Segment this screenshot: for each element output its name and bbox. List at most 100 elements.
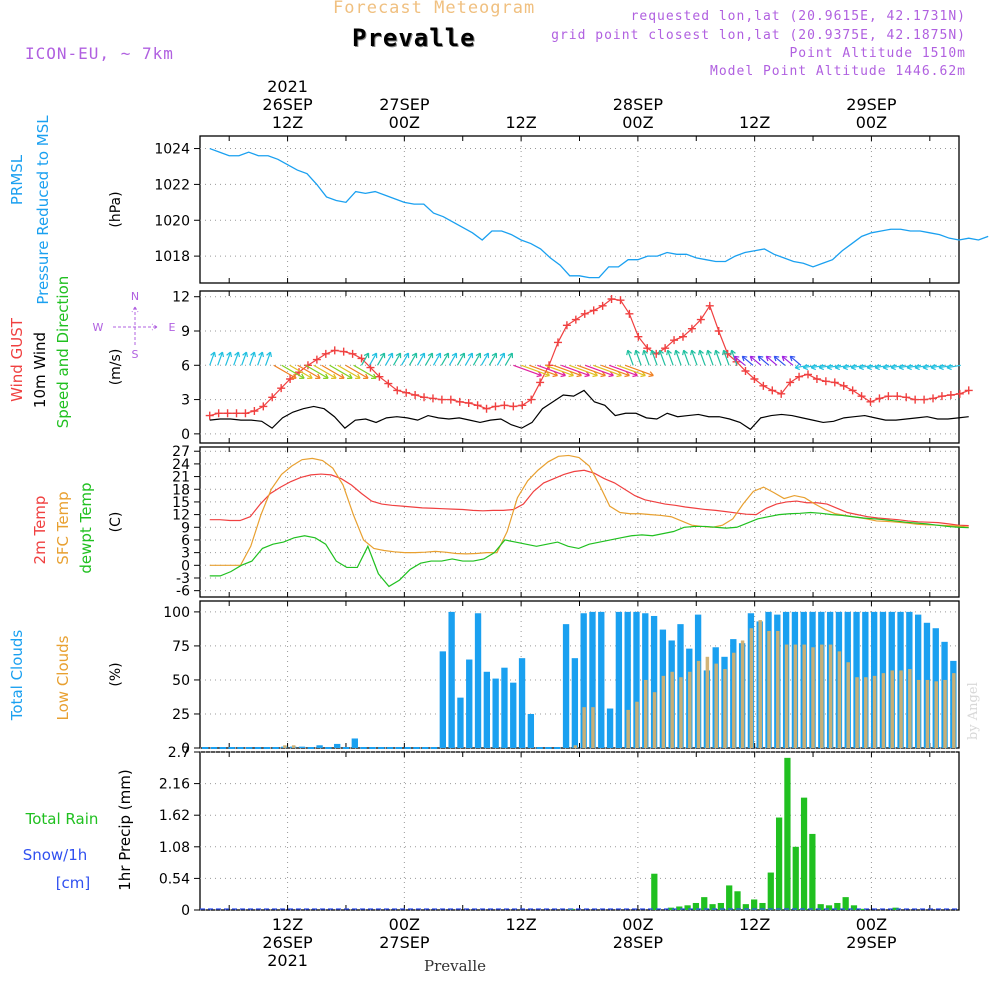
temp-label: 2m Temp <box>31 496 49 565</box>
gust-marker <box>821 377 830 386</box>
wind-arrow <box>408 352 417 366</box>
gust-marker <box>705 301 714 310</box>
gust-marker <box>536 378 545 387</box>
wind-arrowhead <box>773 355 780 362</box>
wind-arrow <box>545 364 574 377</box>
wind-arrow <box>866 364 881 369</box>
wind-arrowhead <box>666 349 672 356</box>
ytick-label: 0 <box>181 427 190 443</box>
ytick-label: 0 <box>181 903 190 919</box>
low-cloud-bar <box>908 669 912 748</box>
gust-marker <box>223 409 232 418</box>
gust-marker <box>678 332 687 341</box>
wind-arrow <box>601 364 630 377</box>
gust-marker <box>893 392 902 401</box>
ytick-label: 75 <box>172 639 190 655</box>
wind-arrow <box>305 364 329 379</box>
wind-arrow <box>898 364 913 369</box>
wind-arrowhead <box>781 355 788 362</box>
wind-arrowhead <box>714 349 720 356</box>
wind-arrowhead <box>858 363 864 371</box>
wind-arrowhead <box>789 355 796 362</box>
wind-arrowhead <box>658 349 664 356</box>
snow-unit-legend: [cm] <box>56 874 91 892</box>
ytick-label: 100 <box>163 605 190 621</box>
total-cloud-bar <box>633 611 640 748</box>
wind-arrow <box>667 350 674 366</box>
gust-marker <box>482 404 491 413</box>
wind-arrow <box>537 364 566 377</box>
gust-marker <box>553 338 562 347</box>
xaxis-top-label: 27SEP <box>379 95 430 114</box>
gust-marker <box>268 393 277 402</box>
ytick-label: 25 <box>172 707 190 723</box>
wind-arrowhead <box>818 363 825 371</box>
low-cloud-bar <box>661 675 666 748</box>
ytick-label: 3 <box>181 393 190 409</box>
low-cloud-bar <box>864 677 868 748</box>
dewpt-label: dewpt Temp <box>77 482 95 573</box>
wind-arrow <box>561 364 590 377</box>
low-cloud-bar <box>784 644 789 748</box>
gust-marker <box>696 315 705 324</box>
ytick-label: 2.16 <box>159 777 190 793</box>
ytick-label: 24 <box>172 457 190 473</box>
xaxis-top-label: 00Z <box>856 113 887 132</box>
wind-arrow <box>715 350 722 366</box>
wind-arrowhead <box>765 355 772 362</box>
wind-arrowhead <box>395 352 402 359</box>
gust-marker <box>312 355 321 364</box>
wind-arrowhead <box>226 351 233 358</box>
gust-marker <box>571 315 580 324</box>
ytick-label: 1020 <box>154 213 190 229</box>
wind-arrowhead <box>706 349 712 356</box>
precip-label: 1hr Precip (mm) <box>116 769 134 890</box>
low-cloud-bar <box>591 707 595 748</box>
gust-marker <box>214 409 223 418</box>
wind-arrow <box>819 364 834 369</box>
wind-arrow <box>553 364 582 377</box>
rain-bar <box>751 899 758 910</box>
gust-marker <box>509 402 518 411</box>
ytick-label: 9 <box>181 520 190 536</box>
total-cloud-bar <box>580 613 587 748</box>
wind-arrowhead <box>890 363 896 371</box>
ytick-label: 1024 <box>154 142 190 158</box>
wind-arrowhead <box>363 373 369 379</box>
wind-arrow <box>593 364 622 377</box>
wind-arrow <box>635 350 642 366</box>
total-cloud-bar <box>624 611 631 748</box>
wind-arrowhead <box>730 349 736 356</box>
rain-bar <box>684 905 691 910</box>
wind-arrow <box>257 351 264 366</box>
wind-arrow <box>874 364 889 369</box>
gust-marker <box>929 394 938 403</box>
panel-frame-pressure <box>199 135 960 284</box>
gust-marker <box>625 309 634 318</box>
rain-bar <box>717 902 724 910</box>
xaxis-bottom-label: 12Z <box>505 915 536 934</box>
gust-marker <box>330 346 339 355</box>
unit-label: (hPa) <box>108 191 124 227</box>
gust-marker <box>232 409 241 418</box>
pressure-label: PRMSL <box>8 154 26 205</box>
wind-arrow <box>608 364 638 377</box>
rain-bar <box>792 846 799 910</box>
rain-bar <box>842 897 849 910</box>
ytick-label: 27 <box>172 444 190 460</box>
gust-marker <box>786 378 795 387</box>
gust-marker <box>455 397 464 406</box>
wind-arrowhead <box>922 363 928 371</box>
wind-arrowhead <box>467 352 474 359</box>
gust-marker <box>411 391 420 399</box>
low-cloud-bar <box>767 630 771 748</box>
wind-arrow <box>946 364 961 369</box>
gust-marker <box>634 332 643 341</box>
compass-e: E <box>169 321 176 334</box>
wind-arrowhead <box>459 352 466 359</box>
wind-arrowhead <box>634 349 640 356</box>
gust-marker <box>812 375 821 383</box>
wind-arrow <box>659 350 666 366</box>
wind-arrow <box>513 364 542 377</box>
wind-arrow <box>707 350 714 366</box>
